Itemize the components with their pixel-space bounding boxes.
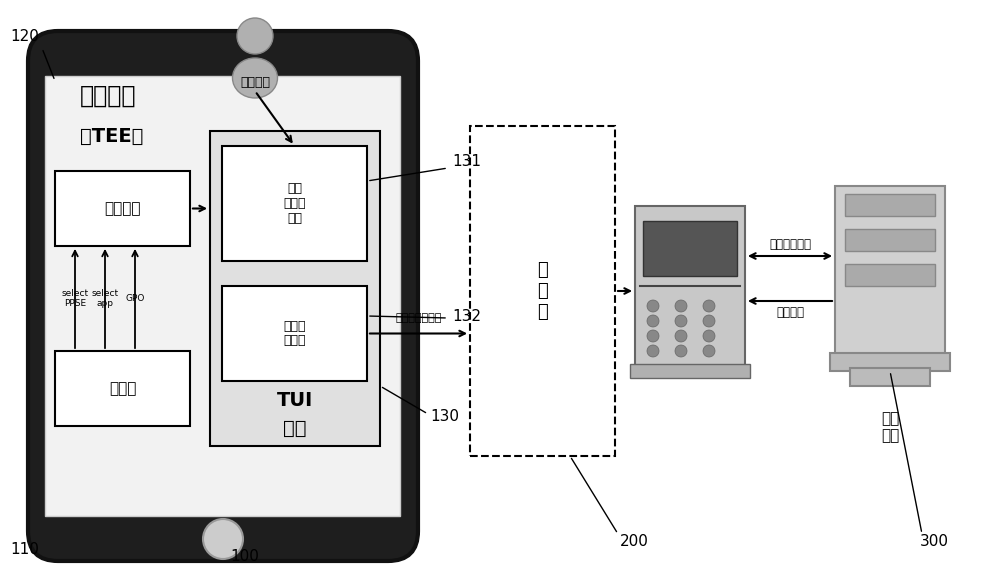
Text: 131: 131	[452, 154, 481, 169]
Bar	[222, 146, 367, 261]
Bar	[635, 206, 745, 366]
Text: 100: 100	[230, 549, 259, 564]
Text: 130: 130	[430, 409, 459, 424]
Text: 虚拟卡: 虚拟卡	[109, 381, 136, 396]
Text: select
app: select app	[91, 289, 119, 308]
Text: 110: 110	[10, 542, 39, 557]
Text: （TEE）: （TEE）	[80, 127, 143, 146]
Text: 支付成功: 支付成功	[776, 305, 804, 319]
Circle shape	[703, 315, 715, 327]
Text: 输入金额: 输入金额	[240, 76, 270, 89]
Text: 二维码
子模块: 二维码 子模块	[283, 320, 306, 347]
Text: 金额
界面子
模块: 金额 界面子 模块	[283, 182, 306, 225]
Circle shape	[647, 330, 659, 342]
Bar	[222, 286, 367, 381]
Circle shape	[675, 345, 687, 357]
Text: 200: 200	[620, 534, 649, 549]
Circle shape	[703, 330, 715, 342]
Text: 后台
系统: 后台 系统	[881, 411, 899, 444]
Bar	[210, 131, 380, 446]
Text: TUI: TUI	[277, 392, 313, 411]
Bar	[55, 171, 190, 246]
Text: 卡片数据报文: 卡片数据报文	[769, 237, 811, 251]
Text: 支付模块: 支付模块	[104, 201, 141, 216]
Circle shape	[675, 300, 687, 312]
Text: 模块: 模块	[283, 419, 307, 438]
Circle shape	[703, 300, 715, 312]
Circle shape	[703, 345, 715, 357]
Bar	[850, 368, 930, 386]
Bar	[55, 351, 190, 426]
Circle shape	[203, 519, 243, 559]
Bar	[830, 353, 950, 371]
Circle shape	[675, 315, 687, 327]
Bar	[845, 264, 935, 286]
Text: 摄
像
头: 摄 像 头	[537, 261, 548, 321]
Bar	[845, 194, 935, 216]
Text: 132: 132	[452, 309, 481, 324]
Text: 支付凭证二维码: 支付凭证二维码	[395, 313, 442, 324]
Ellipse shape	[232, 58, 278, 98]
Circle shape	[647, 300, 659, 312]
Bar	[45, 76, 400, 516]
Circle shape	[647, 345, 659, 357]
Bar	[470, 126, 615, 456]
Bar	[643, 221, 737, 276]
Text: 300: 300	[920, 534, 949, 549]
Text: select
PPSE: select PPSE	[61, 289, 89, 308]
Bar	[630, 364, 750, 378]
Circle shape	[675, 330, 687, 342]
Text: GPO: GPO	[125, 294, 145, 303]
Circle shape	[647, 315, 659, 327]
Text: 移动终端: 移动终端	[80, 84, 136, 108]
FancyBboxPatch shape	[28, 31, 418, 561]
Bar	[845, 229, 935, 251]
Text: 120: 120	[10, 29, 39, 44]
Circle shape	[237, 18, 273, 54]
Bar	[835, 186, 945, 356]
